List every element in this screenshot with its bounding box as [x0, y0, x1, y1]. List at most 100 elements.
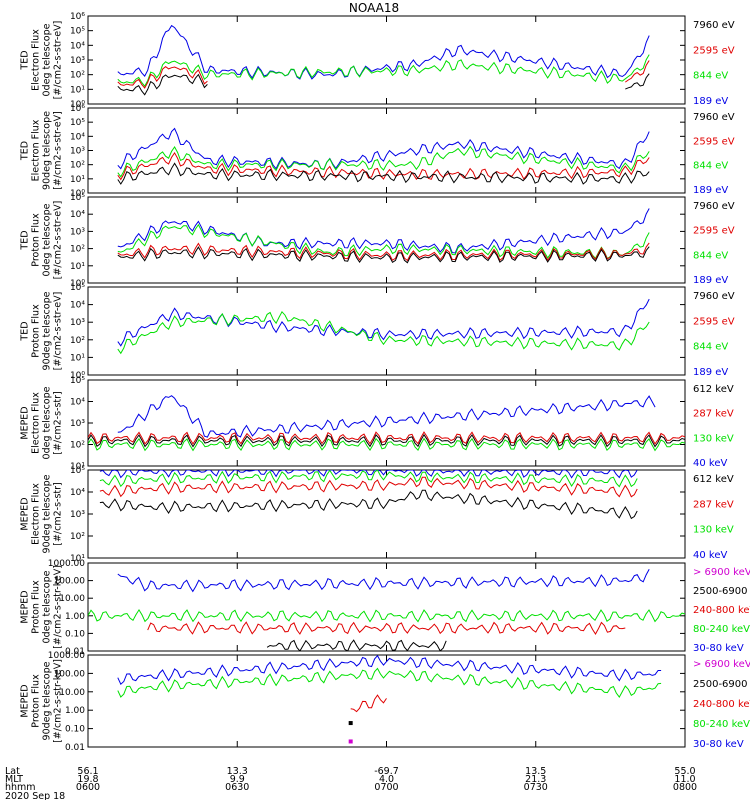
y-axis-label: MEPEDProton Flux0deg telescope[#/cm2-s-s…	[20, 565, 64, 649]
y-tick-label: 10⁵	[70, 27, 85, 37]
panel-frame	[87, 562, 686, 652]
y-tick-label: 10⁴	[70, 398, 85, 408]
legend-entry: 130 keV	[693, 525, 734, 536]
legend-entry: 7960 eV	[693, 20, 735, 31]
y-tick-label: 10¹	[70, 462, 85, 472]
x-tick-label: 55.0	[674, 766, 695, 777]
y-tick-label: 0.10	[65, 725, 85, 735]
y-axis-label: TEDProton Flux90deg telescope[#/cm2-s-st…	[20, 291, 64, 370]
y-axis-label: MEPEDProton Flux90deg telescope[#/cm2-s-…	[20, 659, 64, 743]
series-line	[88, 437, 685, 452]
y-axis-label: MEPEDElectron Flux90deg telescope[#/cm2-…	[20, 474, 64, 553]
y-tick-label: 1000.00	[48, 651, 85, 661]
legend-entry: 189 eV	[693, 275, 728, 286]
series-line	[88, 608, 685, 623]
y-tick-label: 10⁴	[70, 41, 85, 51]
y-axis-label: MEPEDElectron Flux0deg telescope[#/cm2-s…	[20, 386, 64, 459]
x-row-label: MLT	[5, 774, 23, 785]
y-tick-label: 10⁴	[70, 301, 85, 311]
legend-entry: 80-240 keV	[693, 624, 750, 635]
legend-entry: 844 eV	[693, 71, 728, 82]
x-tick-label: -69.7	[374, 766, 399, 777]
legend-entry: 189 eV	[693, 185, 728, 196]
series-line	[625, 60, 650, 83]
y-tick-label: 10.00	[59, 688, 85, 698]
x-tick-label: 0800	[673, 782, 697, 793]
y-tick-label: 10⁶	[70, 12, 85, 22]
panel-frame	[87, 286, 686, 376]
y-tick-label: 10³	[70, 56, 85, 66]
x-tick-label: 0630	[225, 782, 249, 793]
series-line	[99, 476, 638, 498]
chart-title: NOAA18	[349, 1, 399, 15]
y-tick-label: 10¹	[70, 262, 85, 272]
series-line	[117, 223, 650, 260]
y-tick-label: 10⁴	[70, 132, 85, 142]
series-line	[266, 639, 447, 651]
legend-entry: 7960 eV	[693, 291, 735, 302]
y-tick-label: 1000.00	[48, 559, 85, 569]
y-tick-label: 100.00	[54, 669, 86, 679]
legend-entry: 2595 eV	[693, 136, 735, 147]
x-row-label: Lat	[5, 766, 20, 777]
series-line	[88, 431, 685, 445]
x-tick-label: 19.8	[77, 774, 98, 785]
panel-frame	[87, 379, 686, 467]
legend-entry: 844 eV	[693, 161, 728, 172]
panel-1: 10⁰ 10¹ 10² 10³ 10⁴ 10⁵ 10⁶ TEDElectron Flux0de…	[20, 12, 735, 110]
series-line	[117, 298, 650, 347]
series-line	[88, 433, 685, 448]
x-row-label: hhmm	[5, 782, 36, 793]
legend-entry: 612 keV	[693, 384, 734, 395]
legend-entry: 2500-6900	[693, 679, 748, 690]
y-tick-label: 10²	[70, 161, 85, 171]
x-tick-label: 11.0	[674, 774, 695, 785]
x-tick-label: 56.1	[77, 766, 98, 777]
legend-entry: 2595 eV	[693, 45, 735, 56]
series-line	[117, 65, 208, 89]
series-line	[117, 24, 650, 80]
series-line	[117, 242, 650, 262]
legend-entry: 2595 eV	[693, 226, 735, 237]
series-mark	[348, 739, 353, 744]
y-tick-label: 10⁵	[70, 466, 85, 476]
panel-frame	[87, 15, 686, 105]
y-tick-label: 10⁰	[70, 371, 85, 381]
y-tick-label: 0.10	[65, 629, 85, 639]
y-axis-label: TEDProton Flux0deg telescope[#/cm2-s-str…	[20, 201, 64, 280]
legend-entry: > 6900 keV	[693, 659, 750, 670]
y-tick-label: 10⁴	[70, 488, 85, 498]
y-tick-label: 10.00	[59, 594, 85, 604]
series-line	[117, 162, 650, 185]
x-tick-label: 0600	[76, 782, 100, 793]
panel-5: 10¹ 10² 10³ 10⁴ 10⁵ MEPEDElectron Flux0deg te…	[20, 376, 734, 472]
y-tick-label: 10²	[70, 532, 85, 542]
legend-entry: 240-800 keV	[693, 699, 750, 710]
y-tick-label: 1.00	[65, 612, 85, 622]
series-line	[117, 569, 650, 593]
x-tick-label: 4.0	[379, 774, 394, 785]
x-tick-label: 21.3	[525, 774, 546, 785]
y-tick-label: 10¹	[70, 353, 85, 363]
y-axis-label: TEDElectron Flux90deg telescope[#/cm2-s-…	[20, 111, 64, 190]
y-tick-label: 10¹	[70, 85, 85, 95]
y-tick-label: 10²	[70, 245, 85, 255]
series-line	[99, 470, 638, 479]
legend-entry: 189 eV	[693, 96, 728, 107]
y-tick-label: 10⁰	[70, 189, 85, 199]
series-line	[147, 621, 626, 635]
legend-entry: 287 keV	[693, 409, 734, 420]
y-tick-label: 10³	[70, 227, 85, 237]
legend-entry: 189 eV	[693, 367, 728, 378]
series-line	[117, 395, 656, 438]
y-tick-label: 10²	[70, 71, 85, 81]
panel-3: 10⁰ 10¹ 10² 10³ 10⁴ 10⁵ TEDProton Flux0deg tel…	[20, 193, 735, 289]
legend-entry: 40 keV	[693, 458, 727, 469]
series-line	[117, 246, 650, 264]
y-tick-label: 10⁰	[70, 100, 85, 110]
x-tick-label: 13.3	[227, 766, 248, 777]
y-tick-label: 10⁶	[70, 104, 85, 114]
legend-entry: 40 keV	[693, 550, 727, 561]
